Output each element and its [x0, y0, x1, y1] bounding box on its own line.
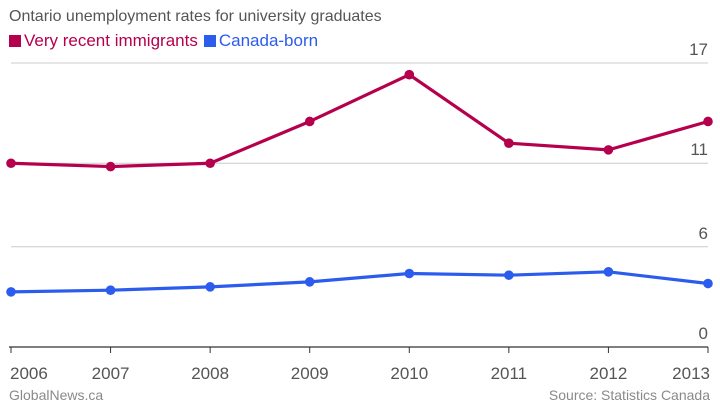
legend-swatch-canada-born	[203, 35, 216, 47]
y-tick-label-11: 11	[690, 140, 708, 159]
x-tick-label-2006: 2006	[10, 364, 48, 383]
x-tick-label-2012: 2012	[590, 364, 628, 383]
legend-item-canada-born: Canada-born	[203, 31, 319, 51]
x-tick-label-2007: 2007	[92, 364, 130, 383]
y-tick-label-17: 17	[689, 40, 708, 59]
data-point-1-2010[interactable]	[404, 268, 415, 279]
x-tick-label-2013: 2013	[672, 364, 710, 383]
data-point-1-2013[interactable]	[703, 278, 713, 289]
legend-item-immigrants: Very recent immigrants	[9, 31, 198, 51]
y-tick-label-0: 0	[699, 324, 708, 343]
y-tick-label-6: 6	[699, 224, 708, 243]
x-tick-label-2010: 2010	[390, 364, 428, 383]
data-point-1-2007[interactable]	[105, 285, 116, 296]
chart-title: Ontario unemployment rates for universit…	[9, 8, 382, 25]
data-point-0-2010[interactable]	[404, 69, 415, 80]
tick-labels: 0 6 11 17 2006 2007 2008 2009 2010 2011 2012 2013	[10, 40, 710, 383]
legend-label-immigrants: Very recent immigrants	[24, 31, 198, 50]
series-line-0	[9, 73, 710, 169]
legend-label-canada-born: Canada-born	[218, 31, 319, 50]
data-point-1-2008[interactable]	[205, 282, 215, 292]
data-point-0-2009[interactable]	[304, 116, 315, 127]
data-point-0-2007[interactable]	[105, 161, 116, 172]
series-group	[6, 69, 713, 297]
legend-swatch-immigrants	[9, 35, 21, 47]
data-point-0-2006[interactable]	[6, 158, 16, 169]
data-point-1-2012[interactable]	[603, 267, 614, 277]
x-tick-label-2008: 2008	[191, 364, 229, 383]
x-tick-label-2009: 2009	[291, 364, 329, 383]
series-line-1	[9, 270, 710, 294]
data-point-1-2011[interactable]	[504, 270, 514, 280]
gridlines	[11, 62, 708, 248]
data-point-0-2013[interactable]	[703, 116, 713, 127]
legend: Very recent immigrants Canada-born	[9, 31, 324, 51]
data-point-0-2008[interactable]	[205, 158, 215, 169]
footer-source: Source: Statistics Canada	[548, 387, 710, 403]
data-point-0-2012[interactable]	[603, 145, 614, 155]
x-axis	[9, 346, 709, 353]
data-point-1-2006[interactable]	[6, 287, 16, 297]
x-tick-label-2011: 2011	[491, 364, 528, 383]
data-point-0-2011[interactable]	[504, 138, 514, 148]
data-point-1-2009[interactable]	[304, 277, 315, 287]
footer-credit: GlobalNews.ca	[9, 387, 104, 403]
